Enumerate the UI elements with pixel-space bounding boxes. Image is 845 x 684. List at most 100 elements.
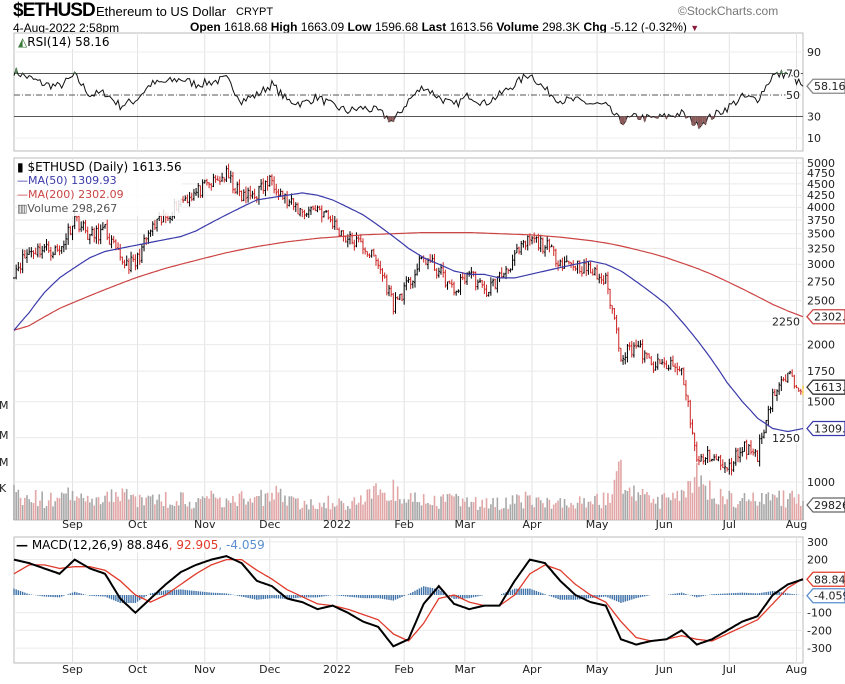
rsi-panel	[13, 32, 804, 152]
x-tick-label: Sep	[62, 518, 83, 531]
price-tick-label: 4750	[807, 167, 835, 180]
x-tick-label: Jul	[722, 663, 736, 676]
rsi-tick-label: 50	[786, 89, 800, 102]
x-tick-label: Jul	[722, 518, 736, 531]
volume-bars-icon: ▥	[17, 202, 28, 215]
x-tick-label: Oct	[128, 518, 148, 531]
macd-legend: — MACD(12,26,9) 88.846, 92.905, -4.059	[16, 538, 265, 552]
volume-axis-label: K	[0, 482, 7, 495]
rsi-tick-label: 70	[786, 68, 800, 81]
x-tick-label: Mar	[454, 663, 475, 676]
x-tick-label: Sep	[62, 663, 83, 676]
rsi-last-tag-text: 58.16	[814, 80, 845, 93]
macd-panel	[13, 536, 804, 664]
rsi-last-tag: 58.16	[806, 78, 845, 94]
ma200-legend-text: MA(200) 2302.09	[28, 188, 124, 201]
rsi-legend-text: RSI(14) 58.16	[27, 35, 110, 49]
price-tick-label: 4000	[807, 201, 835, 214]
last-price-tag-text: 1613.	[814, 381, 845, 394]
x-tick-label: Dec	[259, 518, 280, 531]
last-price-tag-shape	[806, 379, 845, 395]
price-tick-label: 3000	[807, 258, 835, 271]
macd-tick-label: -100	[807, 607, 832, 620]
down-triangle-icon: ▼	[690, 23, 700, 33]
ma50-line	[13, 192, 804, 433]
macd-tick-label: 200	[807, 554, 828, 567]
price-tick-label: 3250	[807, 242, 835, 255]
chg-value: -5.12 (-0.32%)	[610, 20, 687, 34]
volume-legend-text: Volume 298,267	[27, 202, 118, 215]
hist-legend-text: , -4.059	[218, 538, 265, 552]
volume-value: 298.3K	[542, 20, 581, 34]
ma200-legend: —MA(200) 2302.09	[17, 188, 124, 201]
x-tick-label: Mar	[454, 518, 475, 531]
symbol: $ETHUSD	[13, 0, 96, 21]
price-tick-label: 4500	[807, 178, 835, 191]
hist-tag-text: -4.059	[814, 590, 845, 603]
x-tick-label: Oct	[128, 663, 148, 676]
ma200-tag: 2302.	[806, 309, 845, 325]
price-tick-label: 3500	[807, 228, 835, 241]
signal-legend-text: , 92.905	[168, 538, 219, 552]
last-price-tag: 1613.	[806, 379, 845, 395]
volume-label: Volume	[496, 20, 539, 34]
high-label: High	[270, 20, 298, 34]
price-panel	[13, 157, 804, 521]
volume-axis-label: M	[0, 456, 9, 469]
price-tick-label: 1750	[807, 365, 835, 378]
x-tick-label: May	[586, 663, 609, 676]
price-legend: ▮ $ETHUSD (Daily) 1613.56 —MA(50) 1309.9…	[17, 160, 182, 216]
macd-tick-label: -200	[807, 624, 832, 637]
rsi-last-tag-shape	[806, 78, 845, 94]
macd-tag-shape	[806, 571, 845, 587]
macd-tick-label: 300	[807, 536, 828, 549]
ma200-tag-text: 2302.	[814, 311, 845, 324]
symbol-name: Ethereum to US Dollar	[96, 4, 227, 19]
ma50-tag: 1309.	[806, 420, 845, 437]
x-tick-label: 2022	[323, 663, 351, 676]
rsi-tick-label: 90	[807, 46, 821, 59]
price-tick-label: 3750	[807, 214, 835, 227]
x-tick-label: Nov	[194, 663, 216, 676]
exchange: CRYPT	[236, 6, 274, 18]
price-tick-label: 1500	[807, 396, 835, 409]
x-tick-label: Feb	[394, 663, 413, 676]
volume-tag-shape	[806, 497, 845, 513]
ma50-tag-text: 1309.	[814, 422, 845, 435]
price-tick-label: 5000	[807, 157, 835, 170]
low-value: 1596.68	[374, 20, 419, 34]
x-tick-label: Nov	[194, 518, 216, 531]
x-tick-label: 2022	[323, 518, 351, 531]
x-tick-label: May	[586, 518, 609, 531]
ma50-legend: —MA(50) 1309.93	[17, 174, 117, 187]
macd-tag-text: 88.84	[814, 573, 845, 586]
chg-label: Chg	[583, 20, 607, 34]
macd-tick-label: -300	[807, 642, 832, 655]
price-tick-label: 2750	[807, 275, 835, 288]
x-tick-label: Jun	[655, 663, 673, 676]
x-tick-label: Aug	[786, 518, 807, 531]
candle-icon: ▮	[17, 160, 24, 174]
x-tick-label: Aug	[786, 663, 807, 676]
rsi-icon: ◭	[18, 35, 28, 49]
volume-legend: ▥Volume 298,267	[17, 202, 182, 216]
ma50-tag-shape	[806, 420, 845, 437]
price-tick-label: 1000	[807, 476, 835, 489]
x-tick-label: Dec	[259, 663, 280, 676]
macd-line	[13, 555, 804, 648]
price-tick-label: 1250	[772, 432, 800, 445]
macd-legend-text: MACD(12,26,9) 88.846	[31, 538, 169, 552]
price-legend-row: ▮ $ETHUSD (Daily) 1613.56	[17, 160, 182, 174]
price-tick-label: 2000	[807, 339, 835, 352]
open-value: 1618.68	[224, 20, 268, 34]
rsi-line	[13, 67, 804, 130]
quote-date: 4-Aug-2022 2:58pm	[13, 21, 120, 35]
price-tick-label: 4250	[807, 189, 835, 202]
rsi-tick-label: 10	[807, 132, 821, 145]
ma200-line	[13, 232, 804, 331]
x-tick-label: Apr	[523, 518, 543, 531]
hist-tag-shape	[806, 588, 845, 604]
low-label: Low	[347, 20, 372, 34]
x-tick-label: Jun	[655, 518, 673, 531]
